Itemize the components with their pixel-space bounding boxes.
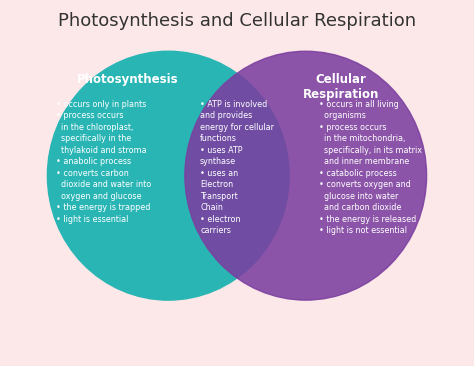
Text: Photosynthesis: Photosynthesis bbox=[77, 73, 179, 86]
Text: • occurs only in plants
• process occurs
  in the chloroplast,
  specifically in: • occurs only in plants • process occurs… bbox=[56, 100, 151, 224]
Circle shape bbox=[185, 51, 427, 300]
Text: Cellular
Respiration: Cellular Respiration bbox=[303, 73, 380, 101]
Text: • ATP is involved
and provides
energy for cellular
functions
• uses ATP
synthase: • ATP is involved and provides energy fo… bbox=[200, 100, 274, 235]
Circle shape bbox=[47, 51, 289, 300]
Text: • occurs in all living
  organisms
• process occurs
  in the mitochondria,
  spe: • occurs in all living organisms • proce… bbox=[319, 100, 421, 235]
Text: Photosynthesis and Cellular Respiration: Photosynthesis and Cellular Respiration bbox=[58, 12, 416, 30]
